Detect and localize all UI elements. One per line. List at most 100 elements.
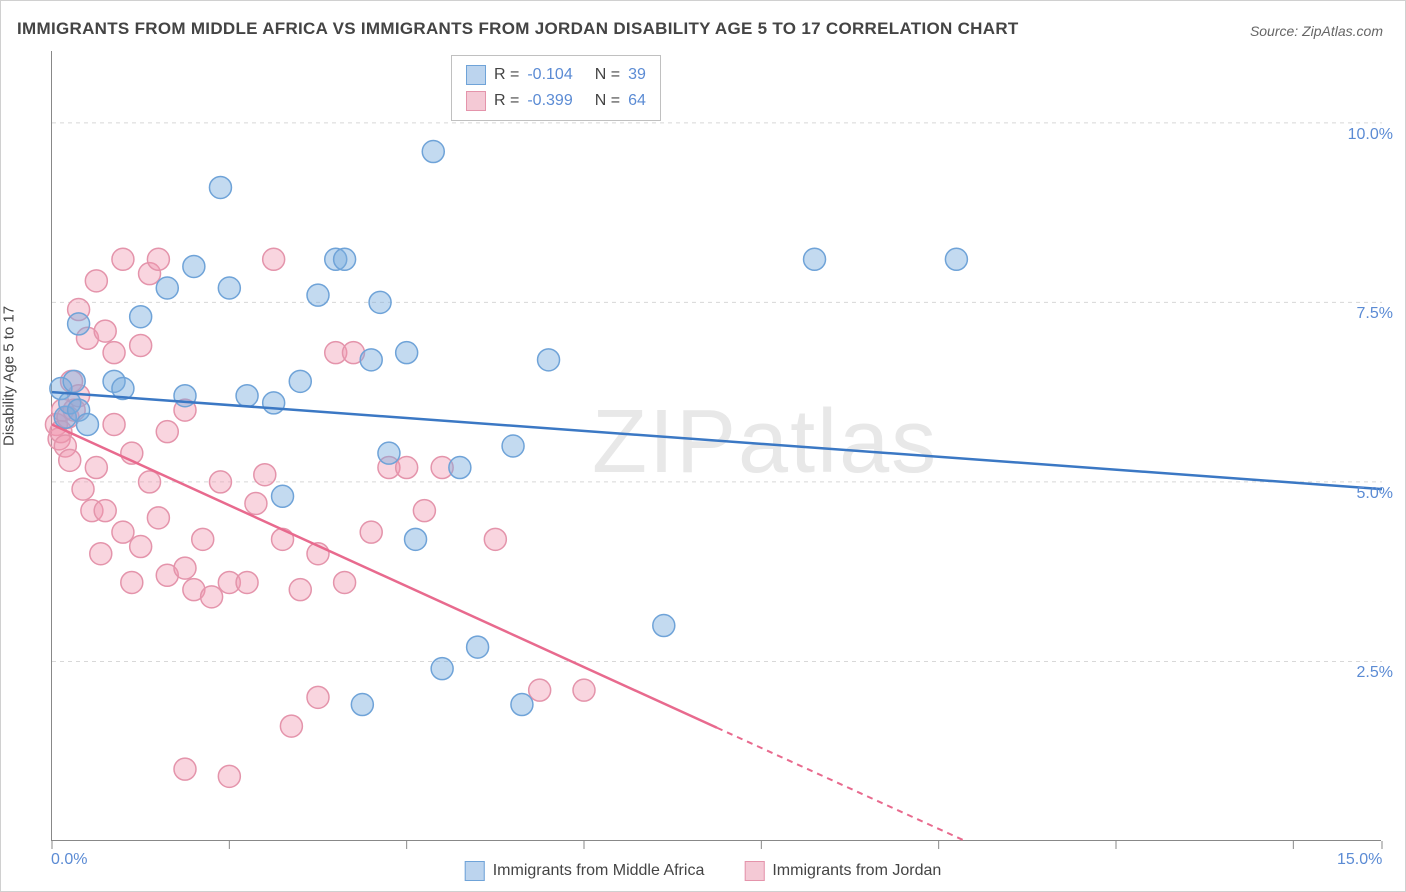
scatter-point-middle_africa [422, 141, 444, 163]
scatter-point-middle_africa [804, 248, 826, 270]
scatter-point-middle_africa [538, 349, 560, 371]
plot-area: ZIPatlas [51, 51, 1381, 841]
y-axis-title: Disability Age 5 to 17 [1, 306, 18, 446]
source-name: ZipAtlas.com [1302, 23, 1383, 39]
scatter-point-jordan [147, 248, 169, 270]
source-attribution: Source: ZipAtlas.com [1250, 23, 1383, 39]
scatter-point-middle_africa [369, 291, 391, 313]
scatter-point-middle_africa [467, 636, 489, 658]
scatter-point-middle_africa [360, 349, 382, 371]
scatter-point-middle_africa [183, 255, 205, 277]
scatter-point-jordan [334, 571, 356, 593]
stat-row-middle_africa: R = -0.104 N = 39 [466, 62, 646, 88]
stat-n-value: 64 [628, 88, 646, 114]
stat-n-value: 39 [628, 62, 646, 88]
scatter-point-middle_africa [396, 342, 418, 364]
scatter-point-middle_africa [63, 370, 85, 392]
stat-swatch-jordan [466, 91, 486, 111]
scatter-point-middle_africa [351, 694, 373, 716]
scatter-point-jordan [94, 320, 116, 342]
scatter-point-jordan [280, 715, 302, 737]
scatter-point-jordan [130, 334, 152, 356]
stat-row-jordan: R = -0.399 N = 64 [466, 88, 646, 114]
scatter-point-jordan [72, 478, 94, 500]
y-tick-label: 7.5% [1357, 305, 1393, 323]
scatter-point-middle_africa [76, 413, 98, 435]
stat-r-label: R = [494, 88, 519, 114]
scatter-point-middle_africa [236, 385, 258, 407]
scatter-point-jordan [529, 679, 551, 701]
scatter-point-jordan [174, 557, 196, 579]
scatter-point-middle_africa [502, 435, 524, 457]
scatter-point-jordan [112, 521, 134, 543]
scatter-point-jordan [147, 507, 169, 529]
scatter-point-middle_africa [945, 248, 967, 270]
scatter-point-jordan [59, 449, 81, 471]
scatter-point-jordan [85, 457, 107, 479]
scatter-point-middle_africa [209, 176, 231, 198]
scatter-point-jordan [245, 492, 267, 514]
bottom-legend: Immigrants from Middle Africa Immigrants … [455, 859, 952, 883]
scatter-point-jordan [103, 342, 125, 364]
scatter-point-jordan [413, 500, 435, 522]
x-tick-label: 15.0% [1337, 851, 1382, 869]
scatter-point-jordan [121, 571, 143, 593]
scatter-point-middle_africa [130, 306, 152, 328]
scatter-point-middle_africa [218, 277, 240, 299]
scatter-point-jordan [139, 471, 161, 493]
scatter-point-jordan [201, 586, 223, 608]
x-tick-label: 0.0% [51, 851, 87, 869]
scatter-point-jordan [156, 421, 178, 443]
regression-line-middle_africa [52, 392, 1382, 489]
stat-n-label: N = [595, 88, 620, 114]
chart-title: IMMIGRANTS FROM MIDDLE AFRICA VS IMMIGRA… [17, 19, 1019, 39]
scatter-point-middle_africa [449, 457, 471, 479]
correlation-stat-box: R = -0.104 N = 39 R = -0.399 N = 64 [451, 55, 661, 121]
scatter-point-jordan [289, 579, 311, 601]
scatter-point-middle_africa [307, 284, 329, 306]
scatter-point-middle_africa [272, 485, 294, 507]
scatter-point-jordan [130, 536, 152, 558]
legend-item-middle_africa: Immigrants from Middle Africa [465, 861, 705, 881]
scatter-point-jordan [484, 528, 506, 550]
legend-label: Immigrants from Middle Africa [493, 862, 705, 880]
scatter-point-jordan [254, 464, 276, 486]
scatter-point-jordan [236, 571, 258, 593]
stat-r-value: -0.399 [527, 88, 572, 114]
scatter-point-middle_africa [431, 658, 453, 680]
scatter-point-middle_africa [378, 442, 400, 464]
y-tick-label: 2.5% [1357, 664, 1393, 682]
scatter-point-jordan [263, 248, 285, 270]
scatter-point-middle_africa [653, 615, 675, 637]
scatter-point-jordan [90, 543, 112, 565]
legend-swatch-jordan [744, 861, 764, 881]
scatter-point-jordan [112, 248, 134, 270]
plot-svg [52, 51, 1381, 840]
scatter-point-middle_africa [289, 370, 311, 392]
scatter-point-jordan [85, 270, 107, 292]
stat-r-label: R = [494, 62, 519, 88]
scatter-point-jordan [218, 765, 240, 787]
scatter-point-middle_africa [156, 277, 178, 299]
y-tick-label: 5.0% [1357, 485, 1393, 503]
stat-r-value: -0.104 [527, 62, 572, 88]
y-tick-label: 10.0% [1348, 126, 1393, 144]
stat-n-label: N = [595, 62, 620, 88]
regression-line-dashed-jordan [717, 728, 965, 841]
scatter-point-jordan [573, 679, 595, 701]
scatter-point-jordan [307, 686, 329, 708]
scatter-point-middle_africa [334, 248, 356, 270]
legend-label: Immigrants from Jordan [772, 862, 941, 880]
scatter-point-middle_africa [263, 392, 285, 414]
scatter-point-middle_africa [405, 528, 427, 550]
legend-item-jordan: Immigrants from Jordan [744, 861, 941, 881]
scatter-point-jordan [192, 528, 214, 550]
chart-container: IMMIGRANTS FROM MIDDLE AFRICA VS IMMIGRA… [0, 0, 1406, 892]
scatter-point-jordan [103, 413, 125, 435]
scatter-point-jordan [174, 758, 196, 780]
scatter-point-jordan [209, 471, 231, 493]
scatter-point-jordan [94, 500, 116, 522]
legend-swatch-middle_africa [465, 861, 485, 881]
scatter-point-jordan [360, 521, 382, 543]
stat-swatch-middle_africa [466, 65, 486, 85]
